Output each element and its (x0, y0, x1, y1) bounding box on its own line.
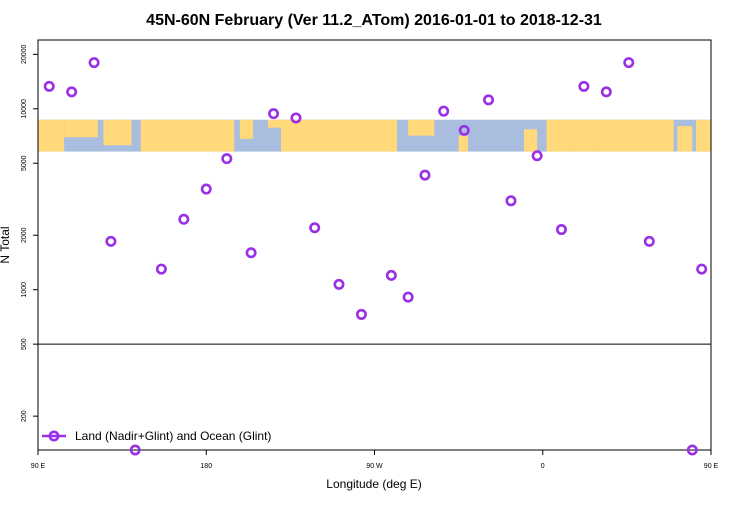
data-point (643, 235, 655, 247)
data-point (333, 278, 345, 290)
map-land (281, 119, 397, 152)
y-axis-label: N Total (0, 226, 12, 263)
x-axis-label: Longitude (deg E) (326, 477, 421, 491)
data-point (696, 263, 708, 275)
plot-frame (37, 39, 712, 451)
map-land (568, 119, 599, 152)
map-land (267, 119, 285, 128)
map-land (239, 119, 253, 139)
y-tick-label: 1000 (21, 282, 28, 298)
data-point (385, 269, 397, 281)
data-point (88, 57, 100, 69)
chart-title: 45N-60N February (Ver 11.2_ATom) 2016-01… (146, 12, 602, 29)
map-land (598, 119, 674, 152)
data-point (129, 444, 141, 456)
x-tick-label: 90 W (366, 463, 383, 470)
map-land (458, 135, 468, 152)
x-tick-label: 90 E (704, 463, 719, 470)
y-tick-label: 20000 (21, 44, 28, 64)
map-land (524, 129, 538, 152)
data-point (419, 169, 431, 181)
data-point (221, 153, 233, 165)
data-point (268, 108, 280, 120)
data-point (555, 224, 567, 236)
data-point (578, 80, 590, 92)
data-point (155, 263, 167, 275)
axes: 90 E 180 90 W 0 90 E 200 500 1000 2000 5000 10000 2… (21, 39, 719, 470)
data-point (531, 150, 543, 162)
data-point (200, 183, 212, 195)
data-point (355, 308, 367, 320)
x-tick-label: 0 (541, 463, 545, 470)
y-tick-label: 10000 (21, 99, 28, 119)
data-point (309, 222, 321, 234)
data-point (505, 195, 517, 207)
data-point (290, 112, 302, 124)
map-land (546, 119, 569, 152)
data-point (686, 444, 698, 456)
data-point (623, 57, 635, 69)
data-point (438, 105, 450, 117)
legend-marker (48, 430, 60, 442)
data-point (66, 86, 78, 98)
data-points (43, 57, 708, 456)
data-point (245, 247, 257, 259)
map-land (677, 126, 693, 152)
x-tick-label: 180 (200, 463, 212, 470)
map-land (696, 119, 711, 152)
data-point (105, 235, 117, 247)
y-tick-label: 500 (21, 338, 28, 350)
data-point (600, 86, 612, 98)
data-point (178, 213, 190, 225)
map-land (103, 119, 132, 146)
y-tick-label: 2000 (21, 227, 28, 243)
legend-label: Land (Nadir+Glint) and Ocean (Glint) (75, 429, 271, 443)
map-land (408, 119, 435, 136)
map-land (38, 119, 65, 152)
map-land (140, 119, 235, 152)
data-point (483, 94, 495, 106)
legend: Land (Nadir+Glint) and Ocean (Glint) (42, 429, 271, 443)
map-land (64, 119, 98, 138)
data-point (402, 291, 414, 303)
world-map-band (38, 119, 711, 152)
x-tick-label: 90 E (31, 463, 46, 470)
data-point (43, 80, 55, 92)
y-tick-label: 5000 (21, 155, 28, 171)
y-tick-label: 200 (21, 410, 28, 422)
data-point (458, 124, 470, 136)
